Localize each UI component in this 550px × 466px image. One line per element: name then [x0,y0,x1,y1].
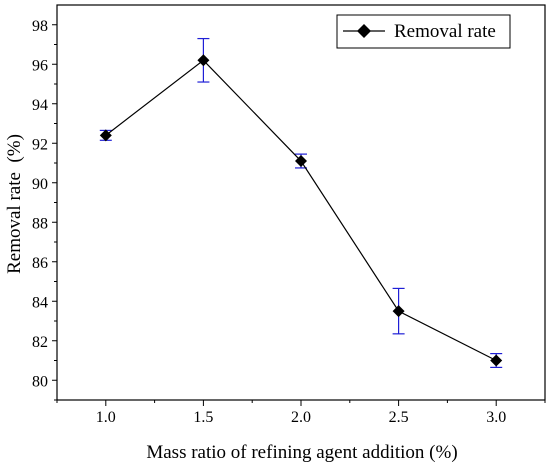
y-axis-title: Removal rate (%) [4,134,25,274]
y-tick-label: 84 [32,294,48,311]
y-tick-label: 90 [32,176,48,193]
series-line [105,59,497,362]
y-tick-label: 98 [32,18,48,35]
x-axis-title: Mass ratio of refining agent addition (%… [146,442,457,463]
series-layer [99,54,503,367]
x-tick-label: 2.5 [389,409,409,426]
y-tick-label: 92 [32,136,48,153]
axes-layer: 80 82 84 86 88 90 92 94 96 98 1.0 1.5 2.0 2.5 3.0 [32,4,546,426]
data-point-marker [197,54,210,67]
x-tick-label: 1.0 [96,409,116,426]
x-tick-label: 2.0 [291,409,311,426]
plot-frame [56,4,546,401]
legend-diamond-marker [357,24,371,38]
data-point-marker [295,155,307,168]
data-point-marker [392,305,405,318]
y-tick-label: 86 [32,255,48,272]
y-tick-label: 82 [32,334,48,351]
data-point-marker [99,129,112,142]
y-tick-label: 88 [32,215,48,232]
y-tick-label: 96 [32,57,48,74]
data-point-marker [490,354,503,367]
legend-label: Removal rate [394,21,496,42]
error-bars [99,37,503,369]
y-tick-label: 80 [32,373,48,390]
x-tick-label: 1.5 [193,409,213,426]
legend: Removal rate [336,14,511,49]
y-tick-label: 94 [32,97,48,114]
x-tick-label: 3.0 [486,409,506,426]
